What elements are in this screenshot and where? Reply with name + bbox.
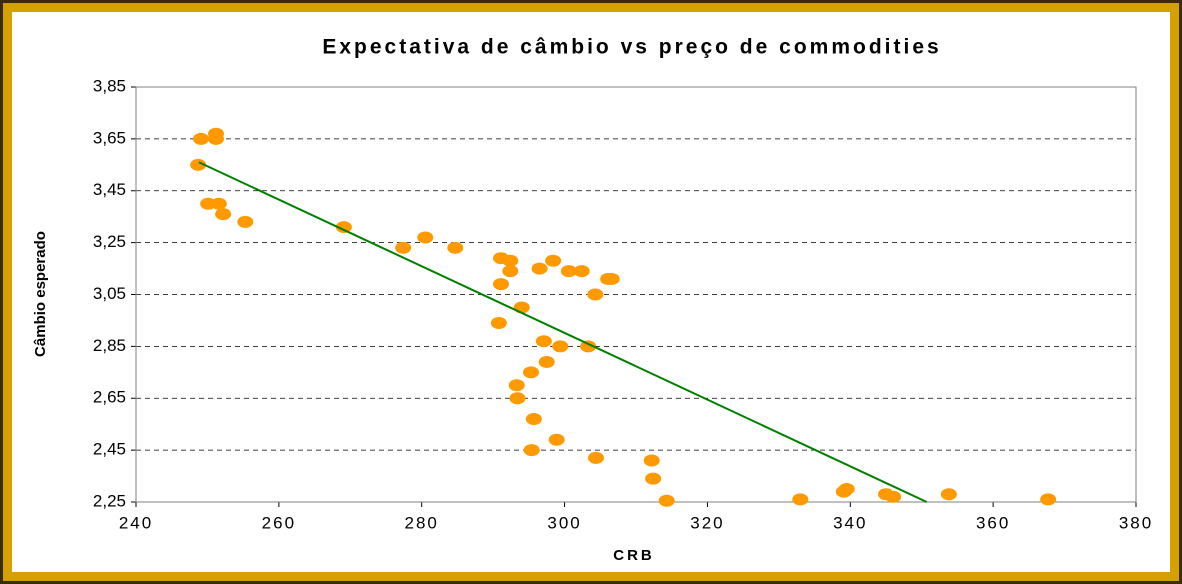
point [493,278,509,291]
point [588,451,604,464]
y-tick-label: 2,85 [93,336,126,355]
y-tick-label: 3,05 [93,284,126,303]
point [523,444,540,457]
x-tick-label: 240 [119,513,153,532]
point [513,301,530,314]
point [509,392,526,405]
point [885,490,902,503]
point [552,340,569,353]
point [548,433,565,446]
x-tick-label: 380 [1119,513,1153,532]
point [502,254,519,267]
y-tick-label: 2,25 [93,491,126,510]
point [502,265,519,278]
point [215,208,232,221]
point [1040,493,1057,506]
chart: Expectativa de câmbio vs preço de commod… [12,12,1170,572]
plot-area [135,86,1137,503]
x-tick-label: 300 [547,513,581,532]
y-axis-label: Câmbio esperado [32,231,49,357]
x-tick-label: 360 [976,513,1010,532]
point [587,288,604,301]
point [508,379,525,392]
point [545,254,562,267]
y-tick-label: 3,65 [93,128,126,147]
point [603,272,620,285]
y-tick-label: 3,25 [93,232,126,251]
point [940,488,957,501]
point [643,454,660,467]
y-tick-label: 3,85 [93,76,126,95]
y-tick-label: 2,45 [93,440,126,459]
x-tick-label: 340 [833,513,867,532]
x-tick-label: 280 [405,513,439,532]
point [417,231,434,244]
point [193,132,209,145]
point [658,494,675,507]
point [645,472,662,485]
point [335,221,352,234]
point [395,241,412,254]
point [523,366,539,379]
point [210,197,227,210]
x-axis-label: CRB [613,547,655,564]
point [237,215,254,228]
point [538,355,555,368]
x-tick-label: 320 [690,513,724,532]
point [525,413,542,425]
point [490,317,507,330]
point [573,265,590,278]
point [792,493,809,506]
trendline [198,161,928,503]
point [208,132,224,145]
y-tick-label: 3,45 [93,180,126,199]
point [531,262,548,275]
point [560,265,577,278]
y-tick-label: 2,65 [93,388,126,407]
point [535,335,552,348]
chart-title: Expectativa de câmbio vs preço de commod… [322,36,941,59]
x-tick-label: 260 [262,513,296,532]
point [838,483,855,496]
point [580,340,597,353]
point [190,158,207,171]
point [447,241,464,254]
